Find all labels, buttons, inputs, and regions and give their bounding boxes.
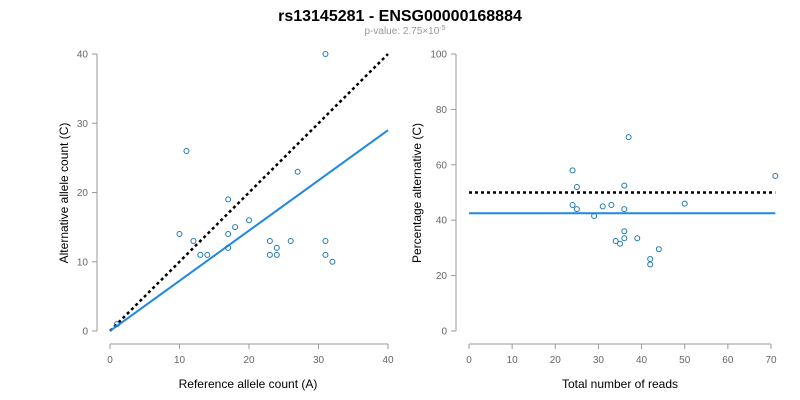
right-y-tick-label: 80 (436, 105, 448, 116)
right-data-point (569, 167, 576, 174)
left-data-point (329, 258, 336, 265)
right-x-tick-label: 0 (466, 355, 472, 366)
right-scatter-panel: Total number of reads Percentage alterna… (410, 50, 779, 391)
left-reference-line (109, 53, 389, 332)
right-data-point (772, 172, 779, 179)
right-data-point (569, 201, 576, 208)
right-y-tick-label: 60 (436, 160, 448, 171)
left-x-axis-label: Reference allele count (A) (179, 377, 318, 391)
right-data-point (647, 261, 654, 268)
left-data-point (287, 237, 294, 244)
left-scatter-panel: Reference allele count (A) Alternative a… (57, 50, 394, 392)
left-y-tick-label: 0 (82, 327, 88, 338)
left-x-tick-label: 30 (313, 355, 325, 366)
right-y-tick-label: 20 (436, 271, 448, 282)
chart-title: rs13145281 - ENSG00000168884 (278, 8, 522, 25)
right-data-point (634, 235, 641, 242)
chart-subtitle: p-value: 2.75×10-5 (364, 25, 445, 37)
left-y-tick-label: 10 (77, 257, 89, 268)
left-x-tick-label: 0 (107, 355, 113, 366)
left-data-point (273, 251, 280, 258)
left-data-point (113, 321, 120, 328)
right-y-tick-label: 100 (430, 50, 447, 61)
left-x-tick-label: 10 (174, 355, 186, 366)
right-x-tick-label: 10 (507, 355, 519, 366)
right-data-point (573, 206, 580, 213)
left-data-point (294, 168, 301, 175)
right-y-tick-label: 0 (441, 327, 447, 338)
left-data-point (190, 237, 197, 244)
subtitle-times: ×10 (422, 26, 439, 37)
left-data-point (266, 237, 273, 244)
left-x-tick-label: 40 (382, 355, 394, 366)
left-data-point (197, 251, 204, 258)
right-x-tick-label: 40 (636, 355, 648, 366)
left-data-point (273, 244, 280, 251)
left-y-tick-label: 30 (77, 119, 89, 130)
right-y-tick-label: 40 (436, 216, 448, 227)
right-data-point (655, 246, 662, 253)
subtitle-exponent: -5 (439, 25, 445, 32)
right-x-tick-label: 50 (679, 355, 691, 366)
right-x-tick-label: 20 (550, 355, 562, 366)
left-data-point (225, 196, 232, 203)
left-data-point (225, 231, 232, 238)
left-data-point (322, 237, 329, 244)
left-fit-line (109, 129, 389, 332)
left-x-tick-label: 20 (243, 355, 255, 366)
right-data-point (621, 206, 628, 213)
left-data-point (183, 147, 190, 154)
right-data-point (681, 200, 688, 207)
right-x-tick-label: 30 (593, 355, 605, 366)
right-data-point (599, 203, 606, 210)
right-y-axis-label: Percentage alternative (C) (410, 123, 424, 263)
right-data-point (621, 182, 628, 189)
right-data-point (647, 255, 654, 262)
right-data-point (621, 228, 628, 235)
subtitle-prefix: p-value: (364, 26, 402, 37)
left-data-point (225, 244, 232, 251)
right-data-point (625, 134, 632, 141)
right-x-axis-label: Total number of reads (562, 377, 678, 391)
right-data-point (573, 183, 580, 190)
left-data-point (322, 51, 329, 57)
right-data-point (621, 235, 628, 242)
left-data-point (176, 231, 183, 238)
right-data-point (617, 240, 623, 247)
left-y-tick-label: 40 (77, 50, 89, 61)
right-data-point (591, 213, 598, 220)
left-data-point (246, 217, 252, 224)
left-y-tick-label: 20 (77, 188, 89, 199)
left-data-point (322, 251, 329, 258)
right-data-point (608, 201, 615, 208)
left-data-point (232, 224, 239, 231)
right-x-tick-label: 60 (722, 355, 734, 366)
left-data-point (266, 251, 273, 258)
right-data-point (612, 237, 619, 244)
subtitle-mantissa: 2.75 (403, 26, 423, 37)
right-x-tick-label: 70 (765, 355, 777, 366)
left-y-axis-label: Alternative allele count (C) (57, 123, 71, 264)
left-data-point (204, 251, 211, 258)
